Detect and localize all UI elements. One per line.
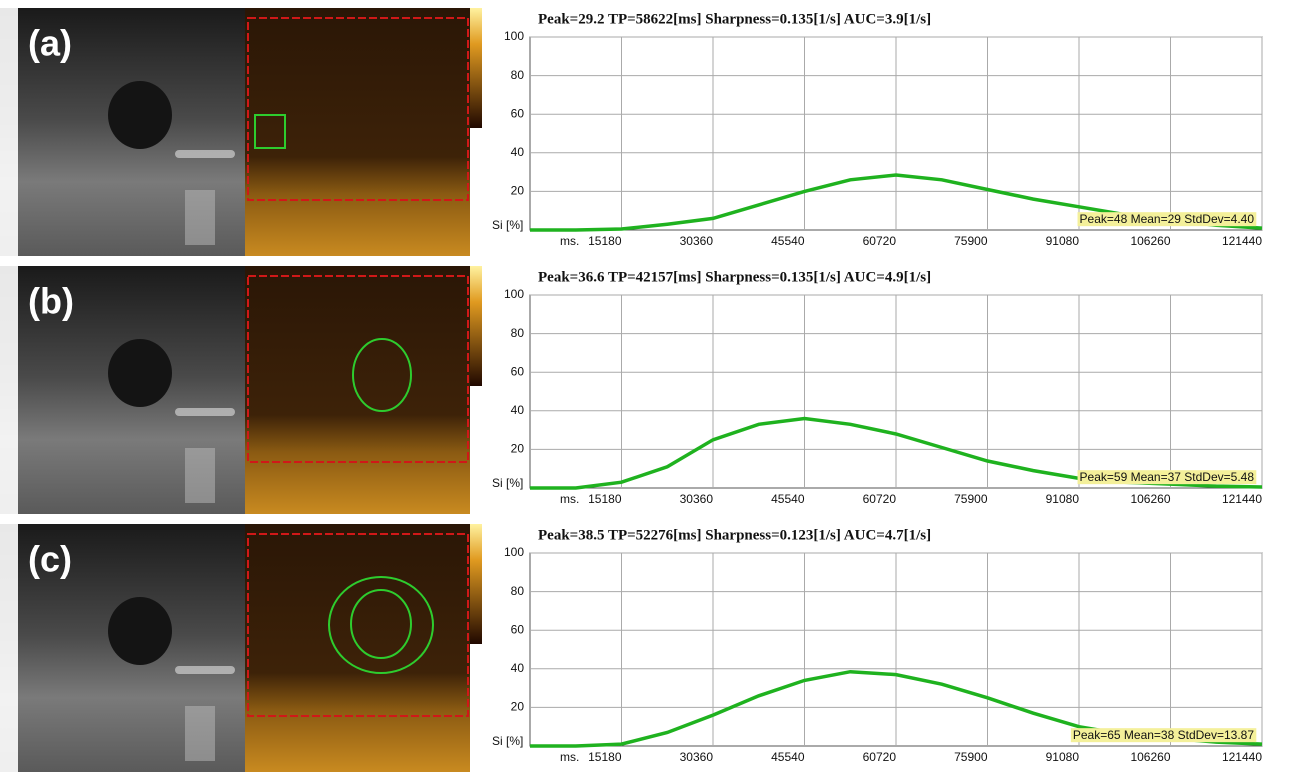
x-tick-label: 45540	[771, 492, 805, 506]
x-tick-label: 45540	[771, 234, 805, 248]
x-tick-label: 106260	[1130, 234, 1170, 248]
lesion	[108, 339, 172, 407]
y-tick-label: 60	[511, 364, 525, 378]
x-tick-label: 121440	[1222, 234, 1262, 248]
lesion	[108, 81, 172, 149]
tissue-streak	[175, 408, 235, 416]
x-tick-label: 106260	[1130, 750, 1170, 764]
y-tick-label: 60	[511, 106, 525, 120]
bmode-edge	[0, 8, 18, 256]
roi-outer	[328, 576, 434, 674]
y-tick-label: 80	[511, 326, 525, 340]
roi	[254, 114, 286, 149]
bmode-edge	[0, 266, 18, 514]
x-tick-label: 60720	[863, 492, 897, 506]
x-tick-label: 15180	[588, 234, 622, 248]
x-tick-label: 15180	[588, 492, 622, 506]
x-tick-label: 75900	[954, 234, 988, 248]
annotation: Peak=65 Mean=38 StdDev=13.87	[1073, 728, 1254, 742]
roi-box	[247, 533, 469, 717]
x-axis-label: ms.	[560, 234, 579, 248]
x-axis-label: ms.	[560, 750, 579, 764]
y-tick-label: 20	[511, 700, 525, 714]
colorbar	[470, 8, 482, 128]
x-tick-label: 60720	[863, 750, 897, 764]
y-tick-label: 40	[511, 661, 525, 675]
x-tick-label: 91080	[1046, 234, 1080, 248]
chart-title: Peak=29.2 TP=58622[ms] Sharpness=0.135[1…	[538, 11, 931, 27]
x-axis-label: ms.	[560, 492, 579, 506]
roi-box	[247, 275, 469, 463]
roi-box	[247, 17, 469, 201]
y-tick-label: 40	[511, 145, 525, 159]
y-tick-label: 80	[511, 584, 525, 598]
tissue-streak	[175, 150, 235, 158]
x-tick-label: 30360	[680, 234, 714, 248]
y-tick-label: 20	[511, 184, 525, 198]
x-tick-label: 91080	[1046, 492, 1080, 506]
y-tick-label: 80	[511, 68, 525, 82]
chart-title: Peak=36.6 TP=42157[ms] Sharpness=0.135[1…	[538, 269, 931, 285]
annotation: Peak=59 Mean=37 StdDev=5.48	[1080, 470, 1255, 484]
tissue-streak	[175, 666, 235, 674]
annotation-bg	[1077, 470, 1257, 485]
colorbar	[470, 266, 482, 386]
annotation: Peak=48 Mean=29 StdDev=4.40	[1080, 212, 1255, 226]
x-tick-label: 91080	[1046, 750, 1080, 764]
y-tick-label: 100	[504, 545, 524, 559]
y-axis-label: Si [%]	[492, 476, 523, 490]
panel-label: (c)	[28, 539, 72, 580]
y-tick-label: 20	[511, 442, 525, 456]
y-tick-label: 60	[511, 622, 525, 636]
x-tick-label: 60720	[863, 234, 897, 248]
x-tick-label: 75900	[954, 750, 988, 764]
tissue-bright	[185, 448, 215, 503]
chart-title: Peak=38.5 TP=52276[ms] Sharpness=0.123[1…	[538, 527, 931, 543]
x-tick-label: 30360	[680, 750, 714, 764]
x-tick-label: 106260	[1130, 492, 1170, 506]
ceus-image	[245, 266, 470, 514]
roi	[352, 338, 412, 412]
ceus-image	[245, 8, 470, 256]
y-tick-label: 100	[504, 29, 524, 43]
y-axis-label: Si [%]	[492, 218, 523, 232]
x-tick-label: 45540	[771, 750, 805, 764]
annotation-bg	[1070, 728, 1257, 743]
panel-label: (a)	[28, 23, 72, 64]
ultrasound-images	[0, 8, 482, 772]
y-tick-label: 40	[511, 403, 525, 417]
x-tick-label: 121440	[1222, 492, 1262, 506]
y-tick-label: 100	[504, 287, 524, 301]
tissue-bright	[185, 706, 215, 761]
panel-label: (b)	[28, 281, 74, 322]
x-tick-label: 15180	[588, 750, 622, 764]
x-tick-label: 30360	[680, 492, 714, 506]
colorbar	[470, 524, 482, 644]
roi-inner	[350, 589, 412, 659]
lesion	[108, 597, 172, 665]
tissue-bright	[185, 190, 215, 245]
bmode-edge	[0, 524, 18, 772]
y-axis-label: Si [%]	[492, 734, 523, 748]
x-tick-label: 75900	[954, 492, 988, 506]
ceus-image	[245, 524, 470, 772]
annotation-bg	[1077, 212, 1257, 227]
x-tick-label: 121440	[1222, 750, 1262, 764]
